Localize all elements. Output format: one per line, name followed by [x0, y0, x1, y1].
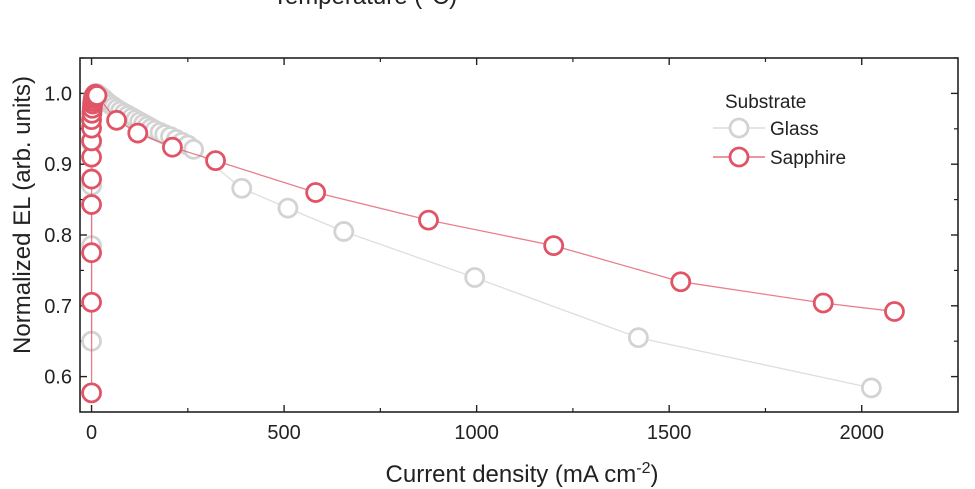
x-tick-label: 2000 — [839, 422, 884, 444]
data-point-sapphire — [81, 242, 102, 264]
legend-marker-glass — [728, 117, 750, 139]
data-point-glass — [183, 138, 205, 160]
series-sapphire — [81, 83, 905, 404]
y-tick-label: 1.0 — [44, 83, 72, 105]
series-glass — [81, 83, 882, 399]
x-axis-title-main: Current density (mA cm — [386, 461, 637, 488]
data-point-sapphire — [543, 235, 565, 257]
data-point-sapphire — [884, 301, 905, 322]
data-point-glass — [333, 221, 355, 242]
x-tick-label: 0 — [86, 422, 97, 444]
legend-item-sapphire: Sapphire — [713, 146, 846, 169]
y-tick-label: 0.7 — [44, 296, 72, 318]
series-layer — [81, 83, 905, 404]
y-axis-title: Normalized EL (arb. units) — [9, 76, 36, 354]
data-point-sapphire — [418, 209, 439, 231]
data-point-sapphire — [81, 291, 102, 313]
series-line-glass — [90, 92, 872, 389]
x-axis: 0 500 1000 1500 2000 — [86, 58, 884, 444]
top-axis-title: Temperature (°C) — [273, 0, 457, 10]
data-point-sapphire — [81, 382, 102, 404]
y-tick-label: 0.9 — [44, 154, 72, 176]
data-point-sapphire — [670, 271, 692, 293]
data-point-sapphire — [86, 85, 108, 106]
data-point-sapphire — [106, 109, 127, 131]
data-point-sapphire — [127, 122, 149, 144]
data-point-glass — [277, 197, 299, 219]
x-axis-title-sup: -2 — [636, 460, 650, 477]
data-point-sapphire — [81, 168, 102, 190]
y-axis: 0.6 0.7 0.8 0.9 1.0 — [44, 57, 958, 389]
data-point-sapphire — [205, 150, 226, 172]
x-axis-title-end: ) — [650, 461, 658, 488]
legend-label-glass: Glass — [770, 119, 819, 140]
plot-frame — [79, 57, 959, 413]
legend-marker-sapphire — [728, 146, 750, 168]
legend-title: Substrate — [725, 92, 806, 113]
data-point-glass — [231, 177, 253, 199]
legend: Substrate Glass Sapphire — [713, 92, 846, 169]
x-tick-label: 500 — [267, 422, 300, 444]
data-point-sapphire — [162, 136, 183, 158]
data-point-glass — [627, 327, 649, 349]
data-point-sapphire — [81, 194, 102, 215]
data-point-sapphire — [812, 292, 834, 314]
y-tick-label: 0.6 — [44, 367, 72, 389]
legend-item-glass: Glass — [713, 117, 819, 140]
x-axis-title: Current density (mA cm-2) — [386, 460, 659, 488]
plot-area — [79, 57, 959, 413]
y-tick-label: 0.8 — [44, 225, 72, 247]
data-point-glass — [464, 267, 486, 288]
x-tick-label: 1000 — [454, 422, 499, 444]
x-tick-label: 1500 — [647, 422, 692, 444]
data-point-glass — [860, 377, 882, 399]
legend-label-sapphire: Sapphire — [770, 148, 846, 169]
data-point-sapphire — [305, 182, 327, 203]
